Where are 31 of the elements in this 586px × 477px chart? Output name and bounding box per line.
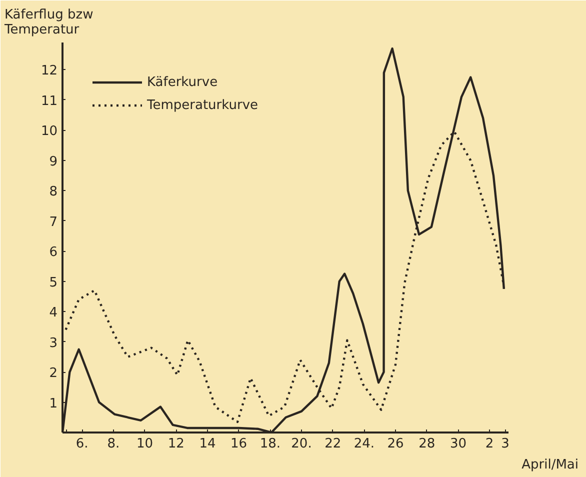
x-tick-label: 8. (107, 436, 120, 452)
x-axis-title: April/Mai (522, 458, 579, 472)
y-tick-label: 4 (49, 306, 58, 321)
y-tick-label: 9 (49, 154, 58, 170)
y-tick-label: 11 (40, 94, 58, 109)
y-tick-label: 3 (49, 336, 58, 351)
x-tick-label: 26 (387, 436, 404, 452)
y-tick-label: 12 (40, 64, 58, 79)
x-tick-label: 22 (324, 436, 342, 452)
y-tick-label: 5 (49, 275, 58, 290)
y-tick-label: 10 (40, 124, 58, 140)
x-tick-label: 16 (230, 436, 248, 452)
x-tick-label: 2 (485, 436, 494, 452)
x-tick-label: 18. (260, 436, 281, 452)
legend-label: Temperaturkurve (147, 98, 258, 112)
x-tick-label: 24. (354, 436, 375, 452)
x-tick-label: 3 (501, 436, 510, 452)
x-tick-label: 12 (168, 436, 184, 452)
legend-label: Käferkurve (147, 74, 218, 90)
x-tick-label: 10 (136, 436, 154, 452)
x-tick-label: 28 (418, 436, 436, 452)
x-tick-label: 30 (450, 436, 466, 452)
y-tick-label: 6 (49, 245, 58, 260)
x-tick-label: 14 (199, 436, 216, 452)
x-tick-label: 20. (291, 436, 312, 452)
x-tick-label: 6. (76, 436, 88, 452)
y-tick-label: 1 (49, 396, 58, 412)
y-tick-label: 8 (49, 184, 58, 200)
y-tick-label: 7 (49, 214, 58, 230)
y-axis-title: Käferflug bzw Temperatur (4, 8, 94, 38)
y-tick-label: 2 (49, 366, 58, 382)
